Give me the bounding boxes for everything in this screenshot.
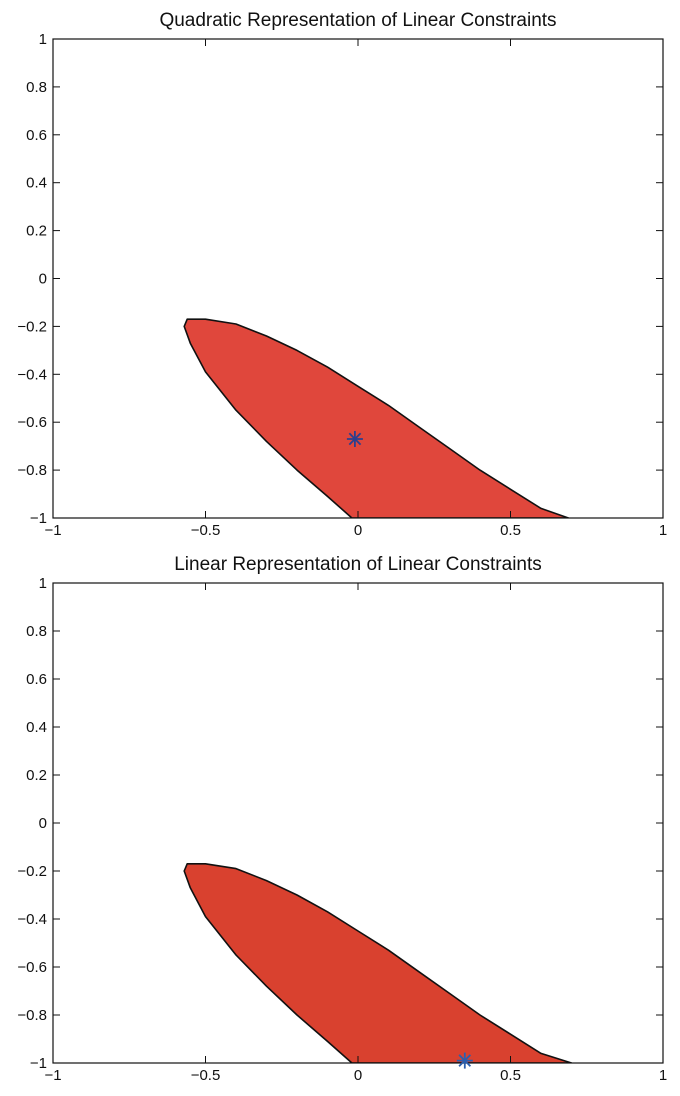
y-tick-label: −0.8 bbox=[17, 1007, 47, 1024]
y-tick-label: 0.8 bbox=[26, 79, 47, 96]
y-tick-label: −0.2 bbox=[17, 863, 47, 880]
y-tick-label: 0 bbox=[39, 271, 47, 288]
x-tick-label: 0.5 bbox=[500, 522, 521, 539]
y-tick-label: −0.6 bbox=[17, 959, 47, 976]
x-tick-label: 0 bbox=[354, 1067, 362, 1084]
feasible-region-linear bbox=[183, 863, 573, 1063]
marker-stroke bbox=[458, 1054, 472, 1067]
optimum-marker-quadratic bbox=[346, 431, 363, 447]
y-tick-label: 0.4 bbox=[26, 175, 47, 192]
y-tick-label: 0 bbox=[39, 815, 47, 832]
x-tick-label: 0 bbox=[354, 522, 362, 539]
feasible-region-quadratic bbox=[183, 318, 570, 518]
chart-title: Quadratic Representation of Linear Const… bbox=[159, 10, 556, 31]
y-tick-label: −0.4 bbox=[17, 911, 47, 928]
y-tick-label: 0.6 bbox=[26, 127, 47, 144]
y-tick-label: −0.2 bbox=[17, 318, 47, 335]
y-tick-label: 0.6 bbox=[26, 671, 47, 688]
y-tick-label: 0.2 bbox=[26, 223, 47, 240]
x-tick-label: −1 bbox=[44, 1067, 61, 1084]
y-tick-label: 1 bbox=[39, 575, 47, 592]
y-tick-label: 0.4 bbox=[26, 719, 47, 736]
optimum-marker-linear bbox=[456, 1052, 473, 1069]
y-tick-label: −0.4 bbox=[17, 366, 47, 383]
x-tick-label: 1 bbox=[659, 1067, 667, 1084]
y-tick-label: −0.8 bbox=[17, 462, 47, 479]
y-tick-label: 0.2 bbox=[26, 767, 47, 784]
x-tick-label: 0.5 bbox=[500, 1067, 521, 1084]
plot-panel-linear: Linear Representation of Linear Constrai… bbox=[17, 554, 667, 1084]
x-tick-label: −0.5 bbox=[191, 522, 221, 539]
y-tick-label: −1 bbox=[30, 1055, 47, 1072]
y-tick-label: −1 bbox=[30, 510, 47, 527]
chart-title: Linear Representation of Linear Constrai… bbox=[174, 554, 542, 575]
plot-panel-quadratic: Quadratic Representation of Linear Const… bbox=[17, 10, 667, 539]
y-tick-label: 1 bbox=[39, 31, 47, 48]
x-tick-label: 1 bbox=[659, 522, 667, 539]
y-tick-label: −0.6 bbox=[17, 414, 47, 431]
y-tick-label: 0.8 bbox=[26, 623, 47, 640]
marker-stroke bbox=[348, 432, 362, 446]
x-tick-label: −1 bbox=[44, 522, 61, 539]
x-tick-label: −0.5 bbox=[191, 1067, 221, 1084]
